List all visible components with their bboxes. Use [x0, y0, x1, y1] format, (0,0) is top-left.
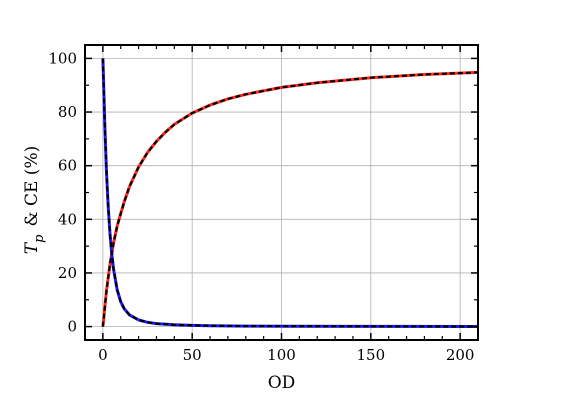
y-tick-label: 40 — [58, 210, 77, 228]
x-tick-label: 150 — [356, 346, 385, 364]
x-tick-label: 100 — [267, 346, 296, 364]
y-tick-label: 60 — [58, 157, 77, 175]
y-tick-label: 80 — [58, 103, 77, 121]
svg-text:Tp& CE (%): Tp & CE (%) — [22, 146, 47, 254]
y-tick-label: 0 — [67, 318, 77, 336]
x-axis-label: OD — [268, 373, 296, 393]
grid-lines — [85, 45, 478, 340]
y-axis-label-subscript-p: p — [32, 234, 47, 243]
y-axis-label-rest: & CE (%) — [22, 146, 42, 227]
y-tick-label: 100 — [48, 49, 77, 67]
y-axis-label-T: T — [22, 241, 42, 254]
series-line-2-dashed — [101, 58, 479, 328]
x-tick-label: 200 — [446, 346, 475, 364]
ticks-group: 0 50 100 150 200 0 20 40 60 80 100 — [48, 45, 479, 364]
x-tick-label: 0 — [98, 346, 108, 364]
x-tick-label: 50 — [183, 346, 202, 364]
y-axis-label: Tp & CE (%) — [22, 146, 47, 254]
series-line-1-dashed — [101, 71, 479, 327]
series-group — [101, 58, 479, 328]
y-tick-label: 20 — [58, 264, 77, 282]
